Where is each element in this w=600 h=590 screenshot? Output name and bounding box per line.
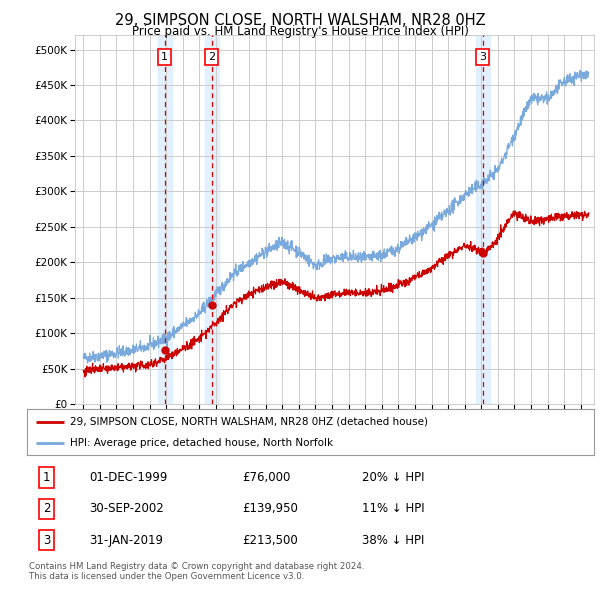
Text: 2: 2 xyxy=(208,52,215,62)
Text: 38% ↓ HPI: 38% ↓ HPI xyxy=(362,533,424,546)
Text: 3: 3 xyxy=(479,52,486,62)
Text: 11% ↓ HPI: 11% ↓ HPI xyxy=(362,502,424,516)
Text: 1: 1 xyxy=(43,471,50,484)
Text: 1: 1 xyxy=(161,52,169,62)
Text: Contains HM Land Registry data © Crown copyright and database right 2024.
This d: Contains HM Land Registry data © Crown c… xyxy=(29,562,364,581)
Text: HPI: Average price, detached house, North Norfolk: HPI: Average price, detached house, Nort… xyxy=(70,438,332,448)
Text: Price paid vs. HM Land Registry's House Price Index (HPI): Price paid vs. HM Land Registry's House … xyxy=(131,25,469,38)
Bar xyxy=(476,35,490,404)
Text: 20% ↓ HPI: 20% ↓ HPI xyxy=(362,471,424,484)
Text: 2: 2 xyxy=(43,502,50,516)
Text: £139,950: £139,950 xyxy=(242,502,298,516)
Bar xyxy=(205,35,219,404)
Text: £213,500: £213,500 xyxy=(242,533,298,546)
Text: 01-DEC-1999: 01-DEC-1999 xyxy=(89,471,168,484)
Text: 3: 3 xyxy=(43,533,50,546)
Text: 31-JAN-2019: 31-JAN-2019 xyxy=(89,533,163,546)
Bar xyxy=(158,35,172,404)
Text: 29, SIMPSON CLOSE, NORTH WALSHAM, NR28 0HZ: 29, SIMPSON CLOSE, NORTH WALSHAM, NR28 0… xyxy=(115,13,485,28)
Text: 29, SIMPSON CLOSE, NORTH WALSHAM, NR28 0HZ (detached house): 29, SIMPSON CLOSE, NORTH WALSHAM, NR28 0… xyxy=(70,417,428,427)
Text: 30-SEP-2002: 30-SEP-2002 xyxy=(89,502,164,516)
Text: £76,000: £76,000 xyxy=(242,471,291,484)
